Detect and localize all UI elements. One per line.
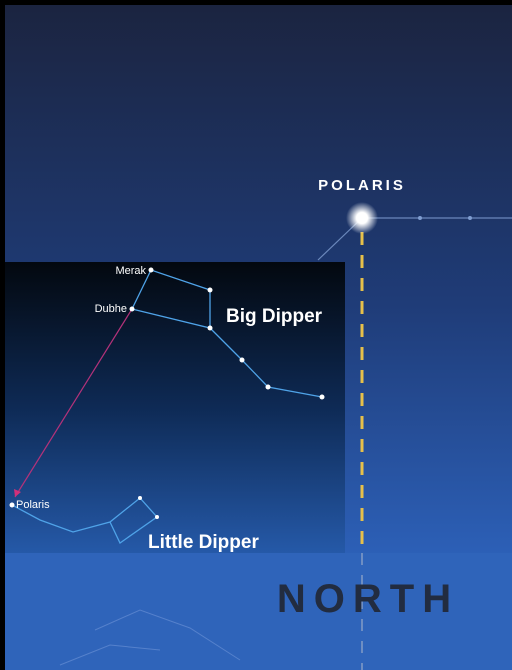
page: POLARIS NORTH Merak Dubhe Big Dipper Pol… <box>0 0 512 670</box>
dubhe-label: Dubhe <box>95 303 127 315</box>
little-dipper-label: Little Dipper <box>148 532 259 553</box>
polaris-small-label: Polaris <box>16 499 50 511</box>
star <box>418 216 422 220</box>
illustration: POLARIS NORTH Merak Dubhe Big Dipper Pol… <box>0 0 512 670</box>
big-dipper-label: Big Dipper <box>226 306 323 327</box>
north-label: NORTH <box>277 577 459 621</box>
polaris-label: POLARIS <box>318 177 406 194</box>
star <box>468 216 472 220</box>
polaris-star <box>346 202 378 234</box>
merak-label: Merak <box>115 265 146 277</box>
